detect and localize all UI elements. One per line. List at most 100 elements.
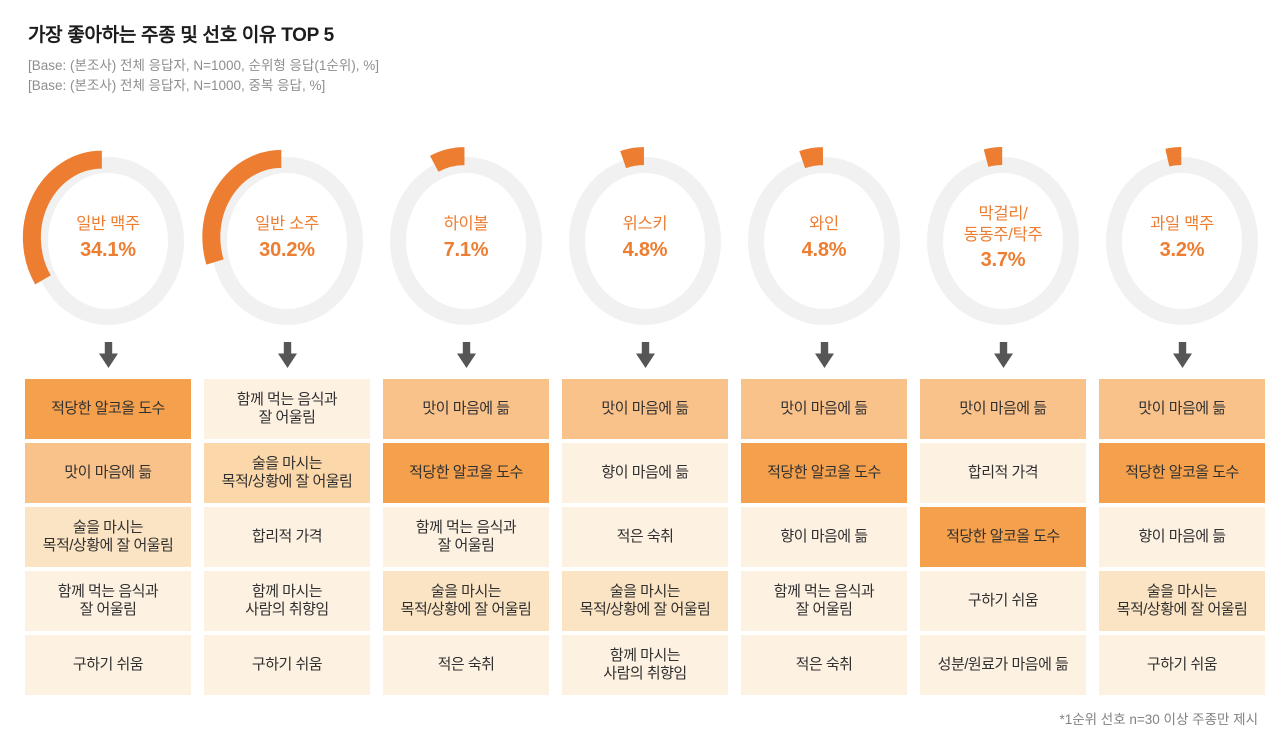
donut-arc-segment [620,147,645,169]
donut-svg [569,147,721,325]
base-notes: [Base: (본조사) 전체 응답자, N=1000, 순위형 응답(1순위)… [28,56,379,95]
alcohol-card: 위스키 4.8% 맛이 마음에 듦 향이 마음에 듦 적은 숙취 술을 마시는 목적/상황… [562,135,728,699]
reason-cell: 구하기 쉬움 [1099,635,1265,695]
donut-ring [569,157,721,325]
reason-list: 맛이 마음에 듦 향이 마음에 듦 적은 숙취 술을 마시는 목적/상황에 잘 어울림… [562,379,728,699]
reason-cell: 함께 마시는 사람의 취향임 [204,571,370,631]
down-arrow-icon [814,342,834,368]
alcohol-card: 과일 맥주 3.2% 맛이 마음에 듦 적당한 알코올 도수 향이 마음에 듦 술을 마시… [1099,135,1265,699]
donut-svg [390,147,542,325]
down-arrow-icon [98,342,118,368]
down-arrow-shape [814,342,834,368]
donut-ring [32,157,184,325]
arrow-row [25,331,191,379]
reason-cell: 술을 마시는 목적/상황에 잘 어울림 [1099,571,1265,631]
donut-ring [390,157,542,325]
reason-cell: 술을 마시는 목적/상황에 잘 어울림 [25,507,191,567]
reason-cell: 향이 마음에 듦 [741,507,907,567]
down-arrow-icon [635,342,655,368]
arrow-row [920,331,1086,379]
donut-chart: 하이볼 7.1% [383,135,549,331]
down-arrow-shape [635,342,655,368]
down-arrow-icon [277,342,297,368]
down-arrow-icon [456,342,476,368]
reason-cell: 술을 마시는 목적/상황에 잘 어울림 [383,571,549,631]
arrow-row [562,331,728,379]
down-arrow-shape [456,342,476,368]
reason-cell: 적은 숙취 [383,635,549,695]
reason-cell: 함께 먹는 음식과 잘 어울림 [25,571,191,631]
reason-cell: 맛이 마음에 듦 [741,379,907,439]
reason-cell: 구하기 쉬움 [25,635,191,695]
arrow-row [741,331,907,379]
alcohol-card: 하이볼 7.1% 맛이 마음에 듦 적당한 알코올 도수 함께 먹는 음식과 잘 어울림… [383,135,549,699]
reason-cell: 합리적 가격 [204,507,370,567]
alcohol-card: 와인 4.8% 맛이 마음에 듦 적당한 알코올 도수 향이 마음에 듦 함께 먹는 음식… [741,135,907,699]
reason-cell: 맛이 마음에 듦 [920,379,1086,439]
donut-chart: 위스키 4.8% [562,135,728,331]
arrow-row [1099,331,1265,379]
reason-cell: 맛이 마음에 듦 [383,379,549,439]
donut-arc-segment [1165,147,1182,167]
down-arrow-shape [98,342,118,368]
donut-chart: 막걸리/ 동동주/탁주 3.7% [920,135,1086,331]
down-arrow-shape [993,342,1013,368]
reason-cell: 맛이 마음에 듦 [562,379,728,439]
reason-cell: 술을 마시는 목적/상황에 잘 어울림 [204,443,370,503]
reason-cell: 함께 먹는 음식과 잘 어울림 [204,379,370,439]
down-arrow-icon [993,342,1013,368]
donut-svg [1106,147,1258,325]
alcohol-card: 일반 맥주 34.1% 적당한 알코올 도수 맛이 마음에 듦 술을 마시는 목적/상황… [22,135,191,699]
arrow-row [204,331,370,379]
down-arrow-icon [1172,342,1192,368]
footnote: *1순위 선호 n=30 이상 주종만 제시 [1059,712,1258,727]
donut-chart: 과일 맥주 3.2% [1099,135,1265,331]
arrow-row [383,331,549,379]
reason-cell: 합리적 가격 [920,443,1086,503]
reason-list: 적당한 알코올 도수 맛이 마음에 듦 술을 마시는 목적/상황에 잘 어울림 함께 … [25,379,191,699]
donut-arc-segment [22,150,103,285]
reason-cell: 성분/원료가 마음에 듦 [920,635,1086,695]
reason-cell: 적당한 알코올 도수 [1099,443,1265,503]
reason-cell: 적당한 알코올 도수 [25,379,191,439]
reason-list: 함께 먹는 음식과 잘 어울림 술을 마시는 목적/상황에 잘 어울림 합리적 가격… [204,379,370,699]
donut-chart: 와인 4.8% [741,135,907,331]
reason-list: 맛이 마음에 듦 합리적 가격 적당한 알코올 도수 구하기 쉬움 성분/원료가 마음에… [920,379,1086,699]
reason-list: 맛이 마음에 듦 적당한 알코올 도수 향이 마음에 듦 함께 먹는 음식과 잘 어울… [741,379,907,699]
donut-ring [1106,157,1258,325]
reason-cell: 향이 마음에 듦 [562,443,728,503]
reason-cell: 적당한 알코올 도수 [741,443,907,503]
reason-cell: 구하기 쉬움 [920,571,1086,631]
reason-cell: 구하기 쉬움 [204,635,370,695]
donut-svg [22,150,184,325]
donut-arc-segment [799,147,824,169]
reason-cell: 술을 마시는 목적/상황에 잘 어울림 [562,571,728,631]
donut-ring [748,157,900,325]
alcohol-card: 일반 소주 30.2% 함께 먹는 음식과 잘 어울림 술을 마시는 목적/상황에 잘… [202,135,370,699]
donut-svg [748,147,900,325]
donut-svg [927,147,1079,325]
donut-ring [211,157,363,325]
reason-cell: 함께 마시는 사람의 취향임 [562,635,728,695]
reason-cell: 맛이 마음에 듦 [1099,379,1265,439]
reason-list: 맛이 마음에 듦 적당한 알코올 도수 향이 마음에 듦 술을 마시는 목적/상황에 … [1099,379,1265,699]
donut-chart: 일반 소주 30.2% [202,135,370,331]
reason-cell: 적은 숙취 [562,507,728,567]
down-arrow-shape [1172,342,1192,368]
donut-arc-segment [983,147,1003,167]
donut-svg [202,149,363,325]
reason-cell: 적당한 알코올 도수 [383,443,549,503]
donut-arc-segment [430,147,465,172]
down-arrow-shape [277,342,297,368]
page-title: 가장 좋아하는 주종 및 선호 이유 TOP 5 [28,25,334,46]
cards-grid: 일반 맥주 34.1% 적당한 알코올 도수 맛이 마음에 듦 술을 마시는 목적/상황… [22,135,1265,699]
reason-cell: 맛이 마음에 듦 [25,443,191,503]
reason-cell: 향이 마음에 듦 [1099,507,1265,567]
base-note-line-1: [Base: (본조사) 전체 응답자, N=1000, 순위형 응답(1순위)… [28,58,379,73]
reason-cell: 적당한 알코올 도수 [920,507,1086,567]
reason-cell: 함께 먹는 음식과 잘 어울림 [741,571,907,631]
base-note-line-2: [Base: (본조사) 전체 응답자, N=1000, 중복 응답, %] [28,77,326,93]
reason-list: 맛이 마음에 듦 적당한 알코올 도수 함께 먹는 음식과 잘 어울림 술을 마시는 … [383,379,549,699]
donut-arc-segment [202,149,282,265]
